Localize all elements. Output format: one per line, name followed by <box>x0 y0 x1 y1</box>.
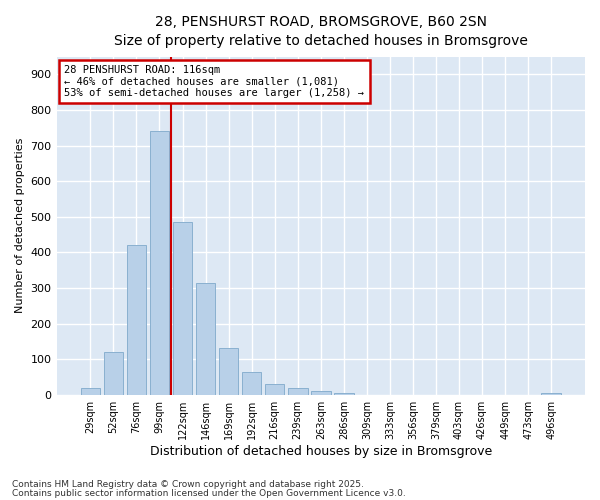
Bar <box>104 352 123 395</box>
Text: Contains public sector information licensed under the Open Government Licence v3: Contains public sector information licen… <box>12 488 406 498</box>
Bar <box>219 348 238 395</box>
Text: 28 PENSHURST ROAD: 116sqm
← 46% of detached houses are smaller (1,081)
53% of se: 28 PENSHURST ROAD: 116sqm ← 46% of detac… <box>64 65 364 98</box>
Bar <box>541 393 561 394</box>
X-axis label: Distribution of detached houses by size in Bromsgrove: Distribution of detached houses by size … <box>149 444 492 458</box>
Bar <box>149 132 169 394</box>
Bar <box>265 384 284 394</box>
Bar <box>80 388 100 394</box>
Y-axis label: Number of detached properties: Number of detached properties <box>15 138 25 314</box>
Bar <box>334 393 353 394</box>
Bar <box>127 245 146 394</box>
Bar <box>242 372 262 394</box>
Bar <box>173 222 193 394</box>
Bar <box>196 282 215 395</box>
Bar <box>288 388 308 394</box>
Title: 28, PENSHURST ROAD, BROMSGROVE, B60 2SN
Size of property relative to detached ho: 28, PENSHURST ROAD, BROMSGROVE, B60 2SN … <box>114 15 528 48</box>
Bar <box>311 391 331 394</box>
Text: Contains HM Land Registry data © Crown copyright and database right 2025.: Contains HM Land Registry data © Crown c… <box>12 480 364 489</box>
